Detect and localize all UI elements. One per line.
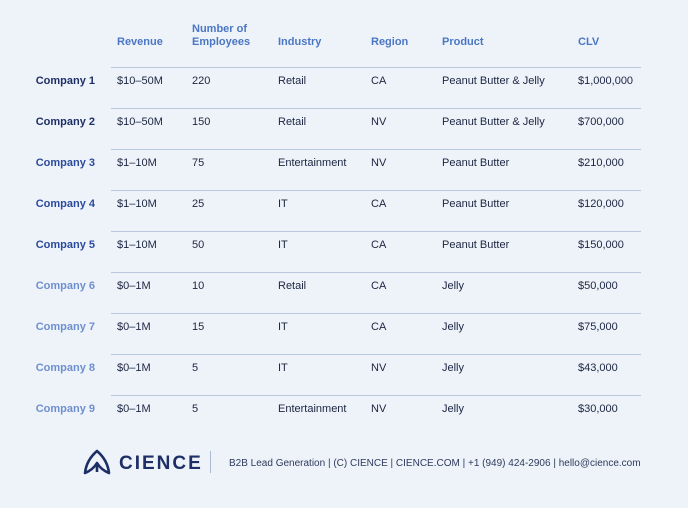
cell-clv: $43,000: [578, 362, 618, 374]
row-divider: [111, 67, 641, 68]
header-revenue: Revenue: [117, 36, 163, 48]
cell-revenue: $10–50M: [117, 75, 163, 87]
cell-product: Peanut Butter & Jelly: [442, 116, 545, 128]
header-employees-line2: Employees: [192, 36, 251, 48]
cell-clv: $50,000: [578, 280, 618, 292]
cell-employees: 220: [192, 75, 211, 87]
cell-product: Peanut Butter: [442, 157, 510, 169]
header-region: Region: [371, 36, 409, 48]
cell-product: Jelly: [442, 362, 465, 374]
cell-industry: IT: [278, 198, 288, 210]
cell-clv: $210,000: [578, 157, 624, 169]
header-product: Product: [442, 36, 484, 48]
cell-revenue: $0–1M: [117, 321, 151, 333]
cell-region: CA: [371, 75, 387, 87]
row-divider: [111, 395, 641, 396]
company-name: Company 5: [35, 239, 95, 251]
row-divider: [111, 313, 641, 314]
cell-product: Jelly: [442, 280, 465, 292]
cell-region: NV: [371, 403, 387, 415]
cell-revenue: $0–1M: [117, 280, 151, 292]
cell-revenue: $0–1M: [117, 362, 151, 374]
cell-employees: 50: [192, 239, 205, 251]
cell-industry: IT: [278, 321, 288, 333]
footer-divider: [210, 451, 211, 473]
cell-clv: $30,000: [578, 403, 618, 415]
cell-region: NV: [371, 157, 387, 169]
company-name: Company 2: [35, 116, 95, 128]
cell-product: Peanut Butter & Jelly: [442, 75, 545, 87]
cell-industry: Retail: [278, 116, 307, 128]
row-divider: [111, 190, 641, 191]
cell-clv: $75,000: [578, 321, 618, 333]
footer: CIENCE B2B Lead Generation | (C) CIENCE …: [0, 440, 688, 490]
header-employees: Number of Employees: [192, 23, 250, 49]
cell-region: NV: [371, 362, 387, 374]
cell-product: Peanut Butter: [442, 239, 510, 251]
cell-industry: Retail: [278, 75, 307, 87]
cell-revenue: $0–1M: [117, 403, 151, 415]
row-divider: [111, 354, 641, 355]
cell-region: NV: [371, 116, 387, 128]
cell-product: Jelly: [442, 403, 465, 415]
footer-contact-text: B2B Lead Generation | (C) CIENCE | CIENC…: [229, 458, 641, 469]
company-name: Company 1: [35, 75, 95, 87]
row-divider: [111, 231, 641, 232]
row-divider: [111, 108, 641, 109]
cell-revenue: $1–10M: [117, 198, 157, 210]
cell-revenue: $1–10M: [117, 239, 157, 251]
table-row: Company 9 $0–1M 5 Entertainment NV Jelly $30,0…: [0, 395, 688, 436]
row-divider: [111, 272, 641, 273]
brand-logo-text: CIENCE: [119, 453, 203, 474]
cell-clv: $700,000: [578, 116, 624, 128]
cell-region: CA: [371, 239, 387, 251]
company-name: Company 8: [35, 362, 95, 374]
table-row: Company 1 $10–50M 220 Retail CA Peanut Butter…: [0, 67, 688, 108]
company-name: Company 7: [35, 321, 95, 333]
cell-clv: $120,000: [578, 198, 624, 210]
cell-region: CA: [371, 280, 387, 292]
cell-industry: IT: [278, 239, 288, 251]
table-header: Revenue Number of Employees Industry Reg…: [0, 0, 688, 66]
cell-employees: 15: [192, 321, 205, 333]
cell-product: Jelly: [442, 321, 465, 333]
table-row: Company 3 $1–10M 75 Entertainment NV Peanut B…: [0, 149, 688, 190]
table-row: Company 2 $10–50M 150 Retail NV Peanut Butter…: [0, 108, 688, 149]
cell-clv: $150,000: [578, 239, 624, 251]
cell-industry: IT: [278, 362, 288, 374]
table-row: Company 7 $0–1M 15 IT CA Jelly $75,000: [0, 313, 688, 354]
company-name: Company 6: [35, 280, 95, 292]
cell-product: Peanut Butter: [442, 198, 510, 210]
header-employees-line1: Number of: [192, 23, 247, 35]
cell-region: CA: [371, 198, 387, 210]
cell-clv: $1,000,000: [578, 75, 634, 87]
cell-revenue: $1–10M: [117, 157, 157, 169]
company-name: Company 3: [35, 157, 95, 169]
cell-employees: 5: [192, 362, 199, 374]
cell-industry: Entertainment: [278, 403, 347, 415]
cell-region: CA: [371, 321, 387, 333]
header-industry: Industry: [278, 36, 322, 48]
cell-employees: 25: [192, 198, 205, 210]
table-row: Company 5 $1–10M 50 IT CA Peanut Butter $150,0…: [0, 231, 688, 272]
cell-employees: 150: [192, 116, 211, 128]
cell-employees: 5: [192, 403, 199, 415]
table-row: Company 4 $1–10M 25 IT CA Peanut Butter $120,0…: [0, 190, 688, 231]
company-name: Company 9: [35, 403, 95, 415]
row-divider: [111, 149, 641, 150]
cell-employees: 10: [192, 280, 205, 292]
cell-industry: Entertainment: [278, 157, 347, 169]
cell-employees: 75: [192, 157, 205, 169]
table-row: Company 8 $0–1M 5 IT NV Jelly $43,000: [0, 354, 688, 395]
header-clv: CLV: [578, 36, 600, 48]
cell-industry: Retail: [278, 280, 307, 292]
cell-revenue: $10–50M: [117, 116, 163, 128]
cience-leaf-icon: [83, 449, 111, 475]
company-name: Company 4: [35, 198, 95, 210]
table-row: Company 6 $0–1M 10 Retail CA Jelly $50,000: [0, 272, 688, 313]
